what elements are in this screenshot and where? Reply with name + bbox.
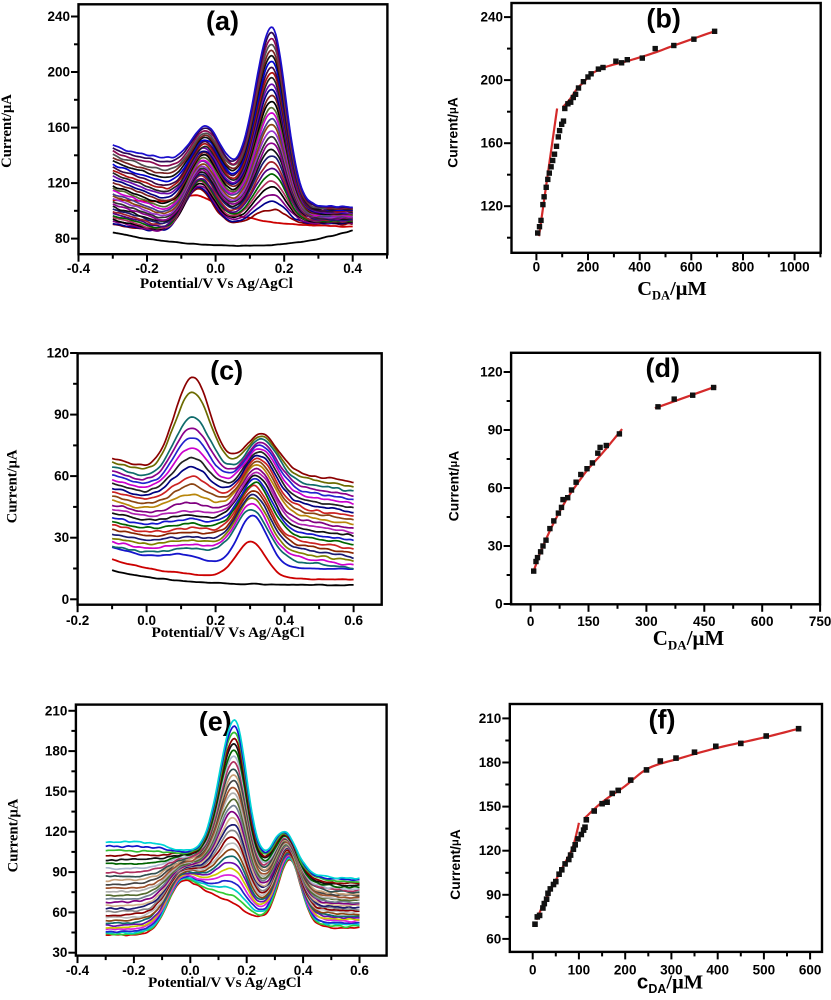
svg-text:60: 60 xyxy=(52,905,67,920)
svg-text:CDA/μM: CDA/μM xyxy=(653,626,725,653)
svg-text:(f): (f) xyxy=(649,705,676,735)
svg-text:Current/μA: Current/μA xyxy=(4,449,20,523)
svg-text:0.0: 0.0 xyxy=(137,613,156,628)
svg-text:CDA/μM: CDA/μM xyxy=(637,278,707,303)
svg-text:0: 0 xyxy=(527,614,535,629)
svg-text:60: 60 xyxy=(488,481,503,496)
svg-text:-0.2: -0.2 xyxy=(122,963,145,978)
svg-text:450: 450 xyxy=(693,614,716,629)
svg-text:-0.2: -0.2 xyxy=(66,613,89,628)
svg-text:-0.4: -0.4 xyxy=(67,261,91,276)
svg-text:Current/μA: Current/μA xyxy=(6,798,22,872)
svg-text:160: 160 xyxy=(480,136,503,151)
svg-text:Potential/V Vs Ag/AgCl: Potential/V Vs Ag/AgCl xyxy=(151,624,304,641)
svg-text:0: 0 xyxy=(495,597,503,612)
svg-text:210: 210 xyxy=(45,703,68,718)
svg-text:100: 100 xyxy=(568,962,591,977)
svg-text:120: 120 xyxy=(47,346,70,361)
svg-text:160: 160 xyxy=(47,120,70,135)
svg-text:600: 600 xyxy=(680,260,703,275)
svg-text:cDA/μM: cDA/μM xyxy=(637,971,703,997)
svg-text:-0.4: -0.4 xyxy=(66,963,90,978)
svg-text:0.4: 0.4 xyxy=(343,261,362,276)
svg-text:200: 200 xyxy=(47,65,70,80)
svg-text:60: 60 xyxy=(54,469,69,484)
svg-text:0: 0 xyxy=(533,260,541,275)
svg-text:150: 150 xyxy=(479,799,502,814)
svg-text:120: 120 xyxy=(480,365,503,380)
svg-text:Potential/V Vs Ag/AgCl: Potential/V Vs Ag/AgCl xyxy=(148,974,301,991)
svg-text:Current/μA: Current/μA xyxy=(447,451,462,521)
svg-text:240: 240 xyxy=(47,9,70,24)
svg-text:(c): (c) xyxy=(210,356,243,386)
svg-text:150: 150 xyxy=(577,614,600,629)
svg-text:1000: 1000 xyxy=(780,260,810,275)
svg-text:180: 180 xyxy=(45,744,68,759)
svg-text:30: 30 xyxy=(488,539,503,554)
svg-text:90: 90 xyxy=(486,887,501,902)
svg-text:120: 120 xyxy=(47,176,70,191)
svg-text:180: 180 xyxy=(479,755,502,770)
svg-text:0.0: 0.0 xyxy=(206,261,225,276)
svg-text:Current/μA: Current/μA xyxy=(448,829,463,899)
svg-text:90: 90 xyxy=(54,407,69,422)
svg-text:0.4: 0.4 xyxy=(275,613,294,628)
svg-text:240: 240 xyxy=(480,10,503,25)
svg-text:0.0: 0.0 xyxy=(181,963,200,978)
svg-text:0.4: 0.4 xyxy=(294,963,313,978)
svg-text:(e): (e) xyxy=(199,706,232,736)
svg-text:90: 90 xyxy=(52,865,67,880)
svg-text:210: 210 xyxy=(479,711,502,726)
svg-text:Potential/V Vs Ag/AgCl: Potential/V Vs Ag/AgCl xyxy=(140,275,293,292)
svg-text:150: 150 xyxy=(45,784,68,799)
svg-text:500: 500 xyxy=(753,962,776,977)
svg-text:(d): (d) xyxy=(646,353,680,383)
svg-text:(a): (a) xyxy=(206,6,239,36)
svg-text:600: 600 xyxy=(751,614,774,629)
svg-text:(b): (b) xyxy=(646,4,680,34)
svg-text:0.2: 0.2 xyxy=(275,261,294,276)
svg-text:200: 200 xyxy=(480,73,503,88)
svg-text:600: 600 xyxy=(799,962,822,977)
svg-text:Current/μA: Current/μA xyxy=(446,97,461,167)
svg-text:200: 200 xyxy=(577,260,600,275)
svg-text:60: 60 xyxy=(486,931,501,946)
svg-text:-0.2: -0.2 xyxy=(135,261,158,276)
svg-text:0.6: 0.6 xyxy=(344,613,363,628)
svg-text:30: 30 xyxy=(54,530,69,545)
svg-text:120: 120 xyxy=(480,199,503,214)
svg-text:800: 800 xyxy=(732,260,755,275)
svg-text:200: 200 xyxy=(614,962,637,977)
svg-text:90: 90 xyxy=(488,423,503,438)
svg-text:400: 400 xyxy=(706,962,729,977)
svg-text:120: 120 xyxy=(479,843,502,858)
svg-text:400: 400 xyxy=(628,260,651,275)
svg-text:0.2: 0.2 xyxy=(237,963,256,978)
svg-text:300: 300 xyxy=(635,614,658,629)
svg-text:750: 750 xyxy=(809,614,831,629)
svg-text:Current/μA: Current/μA xyxy=(0,94,15,168)
svg-text:120: 120 xyxy=(45,824,68,839)
svg-text:80: 80 xyxy=(55,231,70,246)
svg-text:0: 0 xyxy=(62,592,70,607)
svg-text:30: 30 xyxy=(52,945,67,960)
svg-text:0.6: 0.6 xyxy=(350,963,369,978)
svg-text:0.2: 0.2 xyxy=(206,613,225,628)
svg-text:0: 0 xyxy=(529,962,537,977)
svg-text:300: 300 xyxy=(660,962,683,977)
